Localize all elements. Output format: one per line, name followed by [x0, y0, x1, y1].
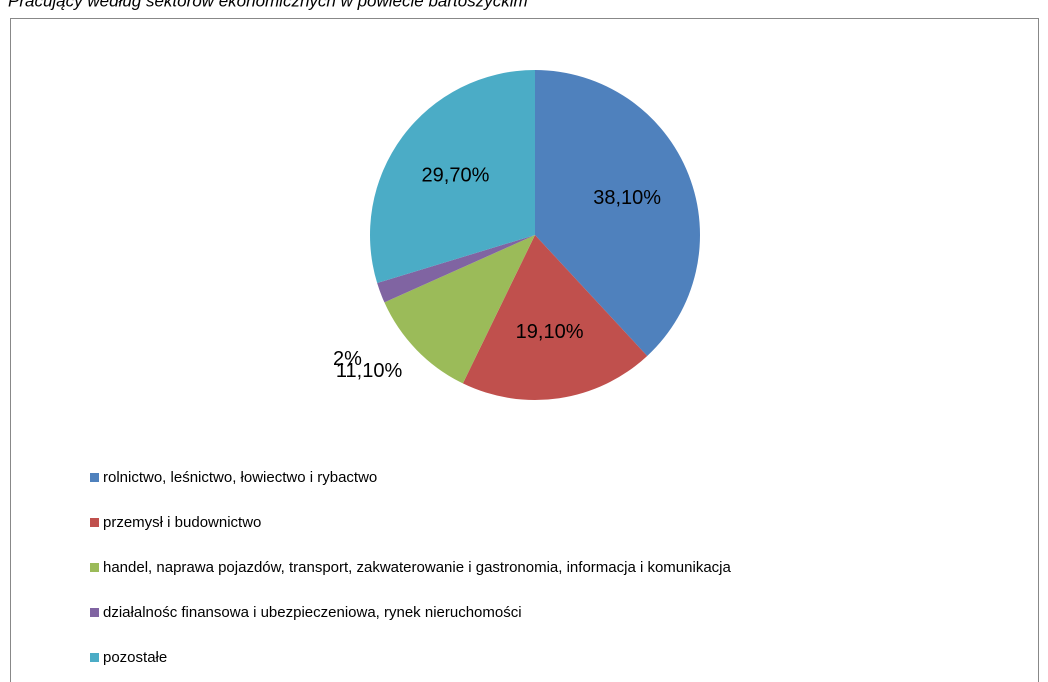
legend-label: pozostałe	[103, 649, 167, 666]
pie-slice	[384, 235, 535, 384]
legend-swatch	[90, 653, 99, 662]
chart-title: Pracujący według sektorów ekonomicznych …	[8, 0, 528, 10]
pie-slice	[377, 235, 535, 303]
pie-slice	[535, 70, 700, 356]
legend-label: rolnictwo, leśnictwo, łowiectwo i rybact…	[103, 469, 377, 486]
pie-slice	[462, 235, 648, 400]
legend-label: działalnośc finansowa i ubezpieczeniowa,…	[103, 604, 522, 621]
legend-swatch	[90, 518, 99, 527]
pie-slice	[369, 70, 535, 284]
data-label: 19,10%	[516, 321, 584, 343]
legend-swatch	[90, 473, 99, 482]
legend-label: handel, naprawa pojazdów, transport, zak…	[103, 559, 731, 576]
data-label: 38,10%	[593, 187, 661, 209]
legend-label: przemysł i budownictwo	[103, 514, 261, 531]
data-label: 2%	[333, 348, 362, 370]
chart-frame	[10, 18, 1039, 682]
data-label: 11,10%	[336, 360, 403, 382]
legend-swatch	[90, 563, 99, 572]
legend-swatch	[90, 608, 99, 617]
data-label: 29,70%	[422, 164, 490, 186]
